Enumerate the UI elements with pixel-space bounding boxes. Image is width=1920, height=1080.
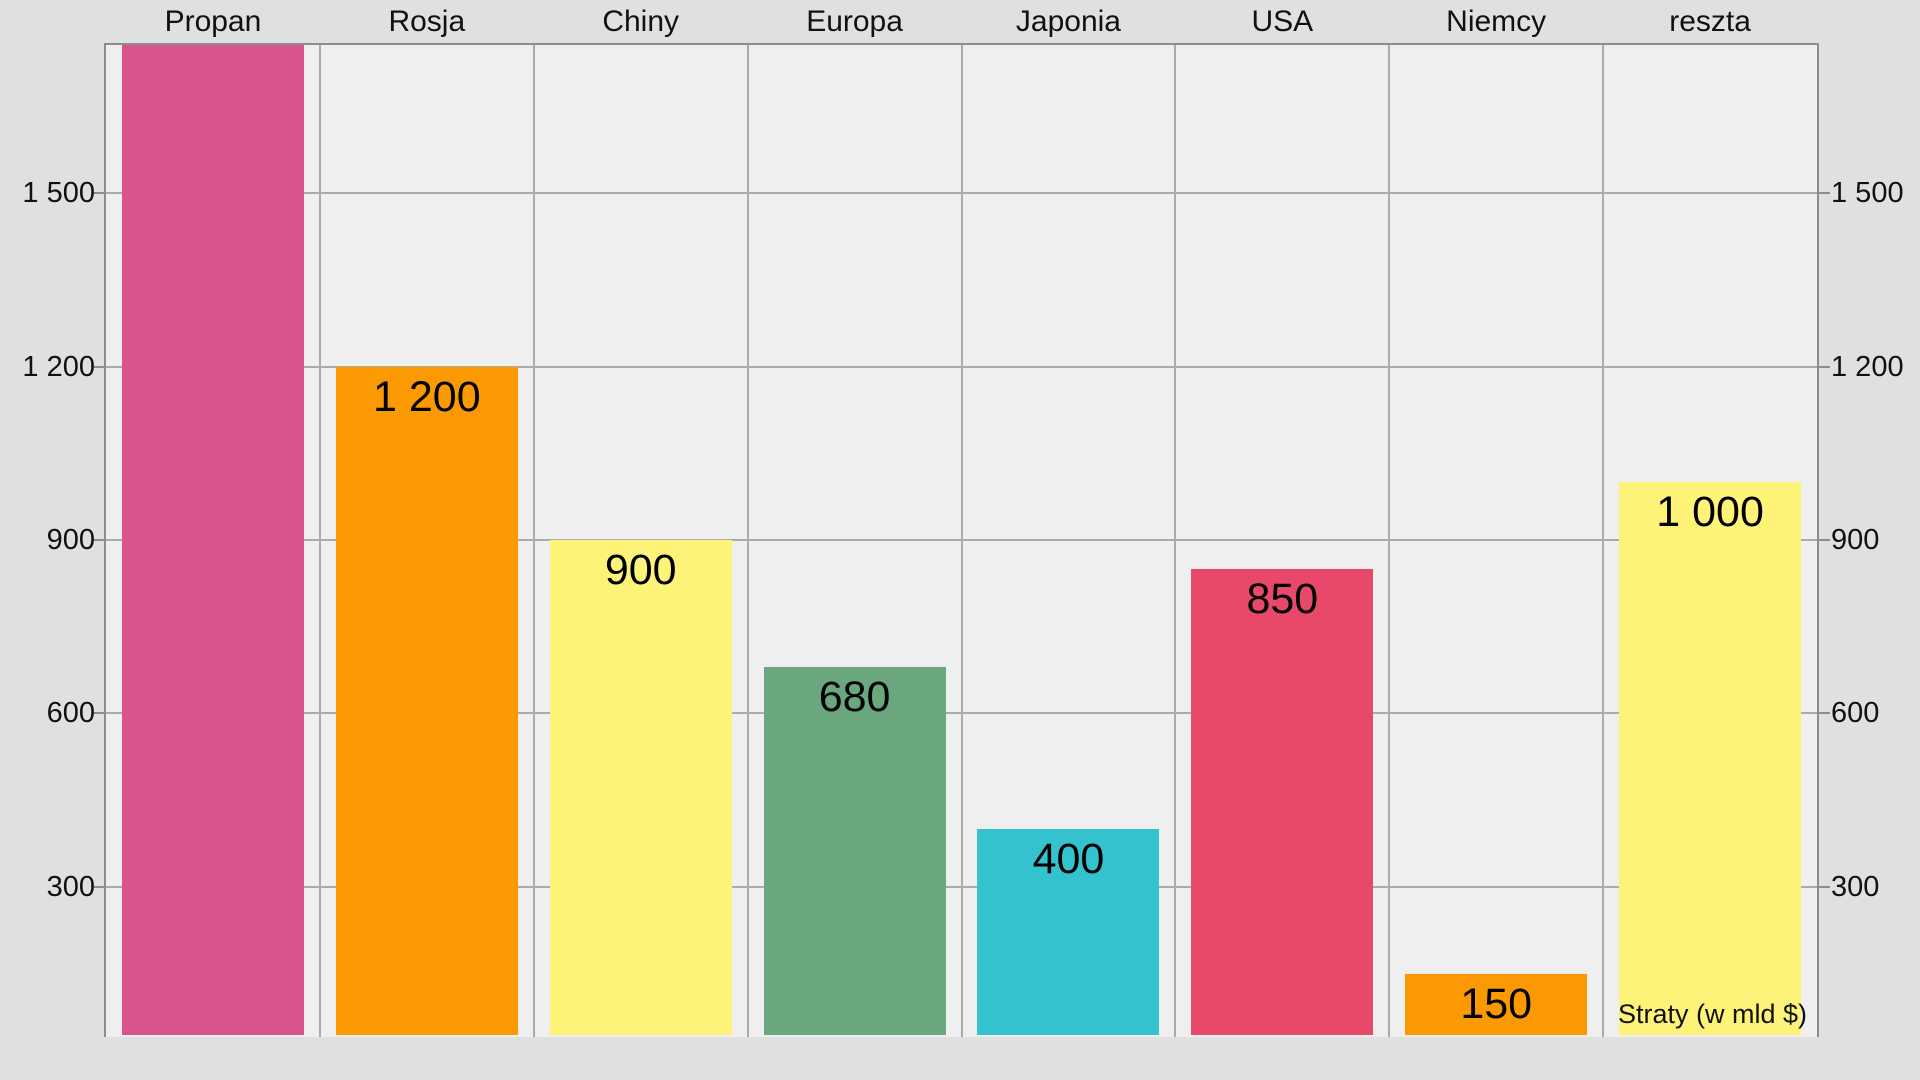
y-axis-label: 600 — [1831, 697, 1880, 730]
bar-rosja: 1 200 — [335, 366, 518, 1035]
axis-tick-right — [1817, 192, 1830, 195]
column-separator — [960, 45, 963, 1037]
axis-tick-left — [93, 885, 106, 888]
bar-niemcy: 150 — [1405, 973, 1588, 1035]
y-axis-label: 1 500 — [1831, 177, 1904, 210]
y-axis-label: 900 — [1831, 524, 1880, 556]
category-label-rosja: Rosja — [388, 5, 466, 38]
category-label-reszta: reszta — [1669, 5, 1751, 38]
plot-area: 1 200 900 680 400 850 150 1 000 — [104, 43, 1819, 1037]
bar-propan — [121, 45, 304, 1035]
category-label-europa: Europa — [806, 5, 903, 38]
category-label-japonia: Japonia — [1015, 5, 1121, 38]
y-axis-label: 1 200 — [22, 350, 95, 383]
bar-japonia: 400 — [977, 829, 1160, 1035]
bar-usa: 850 — [1191, 568, 1374, 1035]
bar-reszta: 1 000 — [1619, 482, 1802, 1035]
column-separator — [1602, 45, 1605, 1037]
axis-tick-left — [93, 712, 106, 715]
category-label-chiny: Chiny — [602, 5, 680, 38]
bar-value-label: 400 — [1032, 835, 1105, 884]
axis-tick-right — [1817, 885, 1830, 888]
bar-value-label: 1 000 — [1656, 488, 1764, 537]
column-separator — [318, 45, 321, 1037]
y-axis-label: 600 — [46, 697, 95, 730]
axis-tick-right — [1817, 712, 1830, 715]
column-separator — [1174, 45, 1177, 1037]
column-separator — [746, 45, 749, 1037]
y-axis-label: 900 — [46, 524, 95, 556]
category-label-usa: USA — [1251, 5, 1314, 38]
axis-unit-annotation: Straty (w mld $) — [1617, 999, 1807, 1029]
axis-tick-left — [93, 192, 106, 195]
category-label-propan: Propan — [164, 5, 262, 38]
y-axis-label: 1 500 — [22, 177, 95, 210]
y-axis-label: 300 — [1831, 870, 1880, 903]
bar-value-label: 850 — [1246, 574, 1319, 623]
bar-europa: 680 — [763, 667, 946, 1035]
axis-tick-right — [1817, 539, 1830, 541]
bar-value-label: 900 — [604, 546, 677, 594]
column-separator — [1388, 45, 1391, 1037]
bar-chiny: 900 — [549, 540, 732, 1035]
bar-value-label: 150 — [1460, 979, 1533, 1028]
bar-value-label: 1 200 — [373, 372, 481, 421]
bar-value-label: 680 — [818, 673, 891, 722]
axis-tick-right — [1817, 365, 1830, 368]
column-separator — [532, 45, 535, 1037]
y-axis-label: 300 — [46, 870, 95, 903]
axis-tick-left — [93, 539, 106, 541]
axis-tick-left — [93, 365, 106, 368]
y-axis-label: 1 200 — [1831, 350, 1904, 383]
category-label-niemcy: Niemcy — [1446, 5, 1547, 38]
